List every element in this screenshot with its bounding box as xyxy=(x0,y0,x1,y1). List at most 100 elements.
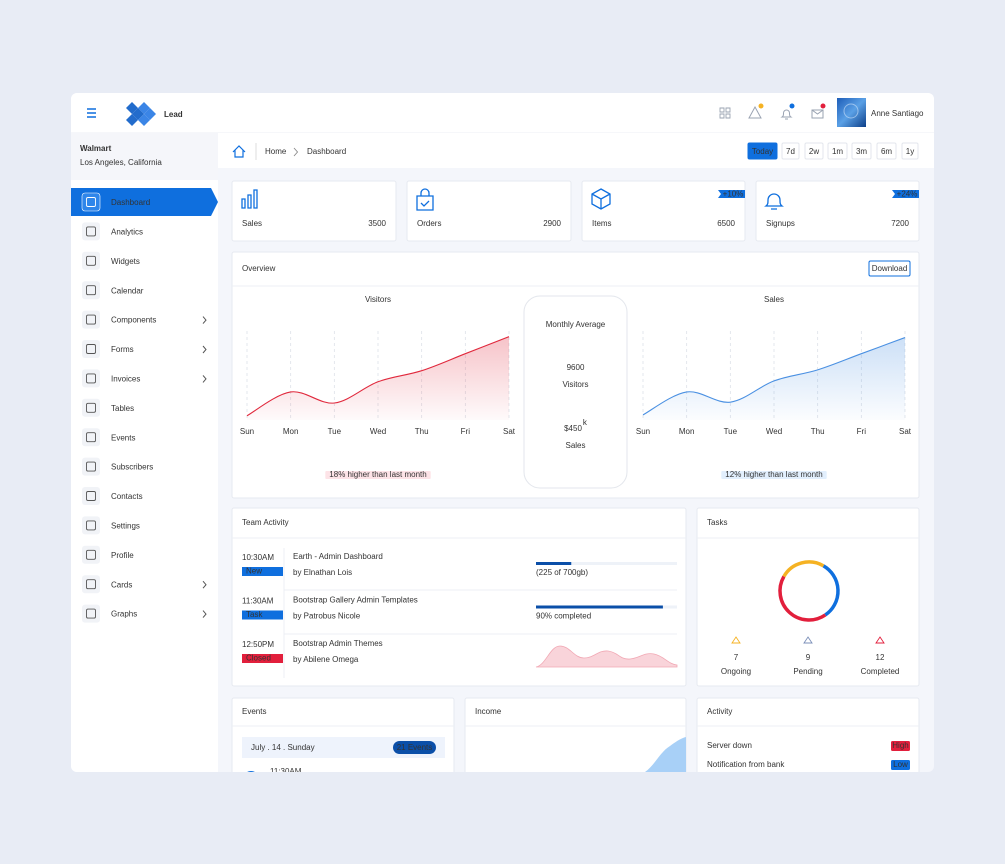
progress-label: 90% completed xyxy=(536,612,591,621)
donut-segment xyxy=(782,560,825,578)
stat-card xyxy=(231,180,397,242)
logo-diamond xyxy=(126,114,138,126)
donut-segment xyxy=(822,564,840,617)
progress-bar xyxy=(536,605,663,609)
menu-item[interactable]: Subscribers xyxy=(111,463,153,472)
stat-value: 7200 xyxy=(891,219,909,228)
annotation: 18% higher than last month xyxy=(329,470,426,479)
menu-icon-box xyxy=(82,604,100,623)
home-icon xyxy=(232,145,246,158)
x-tick-label: Mon xyxy=(679,427,695,436)
menu-item[interactable]: Invoices xyxy=(111,375,140,384)
average-title: Monthly Average xyxy=(546,320,606,329)
range-button[interactable] xyxy=(781,142,800,160)
activity-by: by Elnathan Lois xyxy=(293,568,352,577)
income-area xyxy=(645,737,686,772)
stat-value: 2900 xyxy=(543,219,561,228)
breadcrumb-item: Dashboard xyxy=(307,147,346,156)
range-button[interactable] xyxy=(747,142,778,160)
level-badge xyxy=(891,760,910,770)
stat-label: Sales xyxy=(242,219,262,228)
range-label: 1y xyxy=(906,147,914,156)
activity-title: Bootstrap Gallery Admin Templates xyxy=(293,596,418,605)
level-text: Low xyxy=(893,760,908,769)
company-block xyxy=(71,133,218,180)
menu-toggle[interactable] xyxy=(87,108,96,118)
events-date-bar xyxy=(242,737,445,758)
x-tick-label: Sat xyxy=(899,427,912,436)
menu-item[interactable]: Widgets xyxy=(111,257,140,266)
stat-icon xyxy=(591,188,611,210)
menu-item[interactable]: Settings xyxy=(111,522,140,531)
average-label: Visitors xyxy=(562,380,588,389)
menu-item[interactable]: Profile xyxy=(111,551,134,560)
annotation-bg xyxy=(325,471,431,479)
average-label: Sales xyxy=(565,441,585,450)
sparkline xyxy=(535,645,678,668)
menu-chevron xyxy=(202,316,207,324)
activity-card xyxy=(696,697,920,772)
menu-item[interactable]: Tables xyxy=(111,404,134,413)
range-button[interactable] xyxy=(827,142,848,160)
menu-icon xyxy=(86,226,96,237)
menu-icon xyxy=(86,432,96,443)
stat-card xyxy=(755,180,920,242)
menu-icon-box xyxy=(82,369,100,388)
menu-item[interactable]: Contacts xyxy=(111,492,143,501)
average-sales-unit: k xyxy=(583,418,588,427)
breadcrumb-item[interactable]: Home xyxy=(265,147,287,156)
task-label: Ongoing xyxy=(721,667,751,676)
range-label: 3m xyxy=(856,147,867,156)
menu-icon-box xyxy=(82,281,100,300)
activity-item: Server down xyxy=(707,741,752,750)
range-button[interactable] xyxy=(851,142,872,160)
tasks-card xyxy=(696,507,920,687)
mail-icon[interactable] xyxy=(811,109,824,119)
menu-item[interactable]: Events xyxy=(111,433,135,442)
x-tick-label: Mon xyxy=(283,427,299,436)
x-tick-label: Fri xyxy=(857,427,867,436)
menu-icon-box xyxy=(82,251,100,270)
apps-icon[interactable] xyxy=(719,107,731,119)
range-button[interactable] xyxy=(901,142,919,160)
window: Lead Anne Santiago Walmart Los Angeles, Cal… xyxy=(71,93,934,776)
activity-item: Notification from bank xyxy=(707,760,785,769)
download-button[interactable] xyxy=(868,260,911,277)
stat-value: 6500 xyxy=(717,219,735,228)
menu-item[interactable]: Calendar xyxy=(111,286,144,295)
activity-tag xyxy=(242,610,283,620)
events-count: 21 Events xyxy=(397,743,433,752)
progress-label: (225 of 700gb) xyxy=(536,568,588,577)
menu-icon xyxy=(86,579,96,590)
alert-icon[interactable] xyxy=(748,105,762,119)
menu-item[interactable]: Cards xyxy=(111,580,132,589)
stat-icon xyxy=(241,189,258,209)
menu-item[interactable]: Components xyxy=(111,316,156,325)
bell-icon[interactable] xyxy=(780,109,793,120)
menu-item[interactable]: Forms xyxy=(111,345,134,354)
menu-icon-box xyxy=(82,310,100,329)
x-tick-label: Sun xyxy=(636,427,650,436)
range-button[interactable] xyxy=(804,142,824,160)
menu-icon-box xyxy=(82,428,100,447)
menu-icon xyxy=(86,255,96,266)
level-text: High xyxy=(892,741,908,750)
menu-icon xyxy=(86,285,96,296)
range-label: 2w xyxy=(809,147,819,156)
company-location: Los Angeles, California xyxy=(80,158,162,167)
range-button[interactable] xyxy=(876,142,897,160)
event-time: 11:30AM xyxy=(270,767,302,776)
task-label: Pending xyxy=(793,667,822,676)
range-label: Today xyxy=(752,147,773,156)
menu-chevron xyxy=(202,580,207,589)
task-count: 7 xyxy=(734,653,739,662)
menu-item[interactable]: Dashboard xyxy=(111,198,150,207)
stat-label: Signups xyxy=(766,219,795,228)
menu-item[interactable]: Graphs xyxy=(111,610,137,619)
chart-title: Sales xyxy=(764,295,784,304)
annotation: 12% higher than last month xyxy=(725,470,822,479)
menu-item[interactable]: Analytics xyxy=(111,228,143,237)
x-tick-label: Wed xyxy=(766,427,782,436)
avatar[interactable] xyxy=(837,98,866,127)
